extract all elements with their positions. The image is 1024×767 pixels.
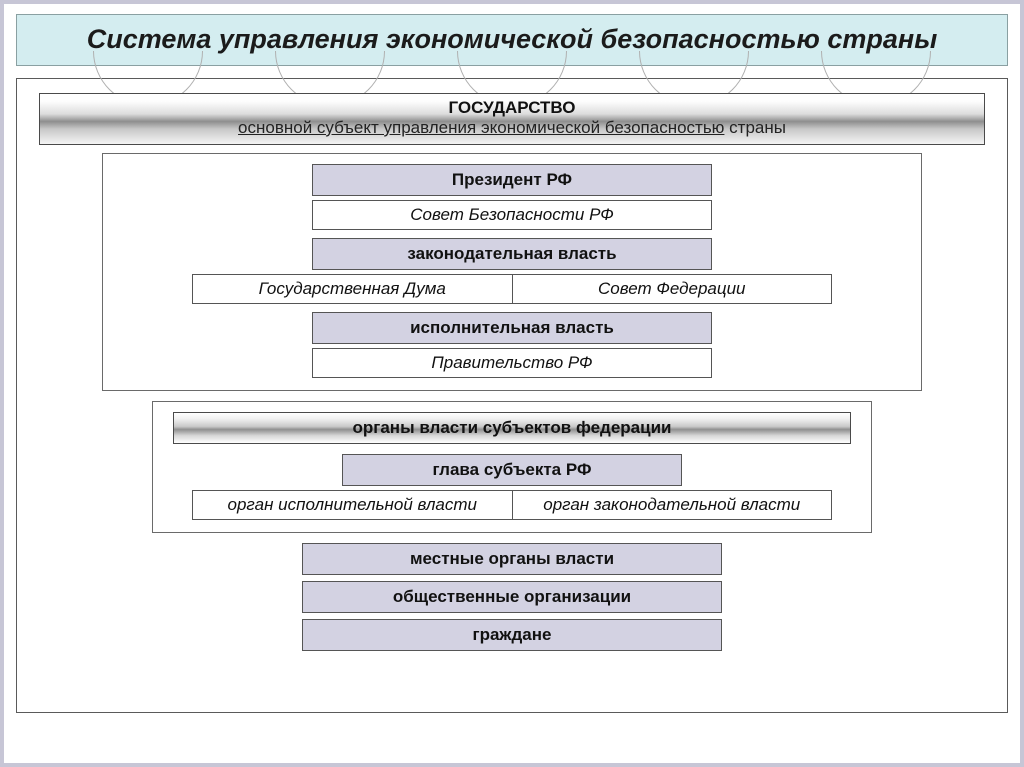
region-exec-box: орган исполнительной власти [192, 490, 513, 520]
executive-header: исполнительная власть [312, 312, 712, 344]
local-box: местные органы власти [302, 543, 722, 575]
state-subtitle-rest: страны [724, 118, 786, 137]
security-council-box: Совет Безопасности РФ [312, 200, 712, 230]
page-title: Система управления экономической безопас… [16, 14, 1008, 66]
legislative-row: Государственная Дума Совет Федерации [192, 274, 832, 304]
legislative-header: законодательная власть [312, 238, 712, 270]
public-org-box: общественные организации [302, 581, 722, 613]
state-subtitle-underlined: основной субъект управления экономическо… [238, 118, 724, 137]
region-head-box: глава субъекта РФ [342, 454, 682, 486]
president-header: Президент РФ [312, 164, 712, 196]
regional-row: орган исполнительной власти орган законо… [192, 490, 832, 520]
federal-group: Президент РФ Совет Безопасности РФ закон… [102, 153, 922, 391]
government-box: Правительство РФ [312, 348, 712, 378]
diagram-frame: ГОСУДАРСТВО основной субъект управления … [16, 78, 1008, 713]
regional-group: органы власти субъектов федерации глава … [152, 401, 872, 533]
state-title: ГОСУДАРСТВО [48, 98, 976, 118]
state-bar: ГОСУДАРСТВО основной субъект управления … [39, 93, 985, 145]
state-subtitle: основной субъект управления экономическо… [48, 118, 976, 138]
federation-council-box: Совет Федерации [513, 274, 833, 304]
regional-bar: органы власти субъектов федерации [173, 412, 851, 444]
region-legis-box: орган законодательной власти [513, 490, 833, 520]
citizens-box: граждане [302, 619, 722, 651]
duma-box: Государственная Дума [192, 274, 513, 304]
